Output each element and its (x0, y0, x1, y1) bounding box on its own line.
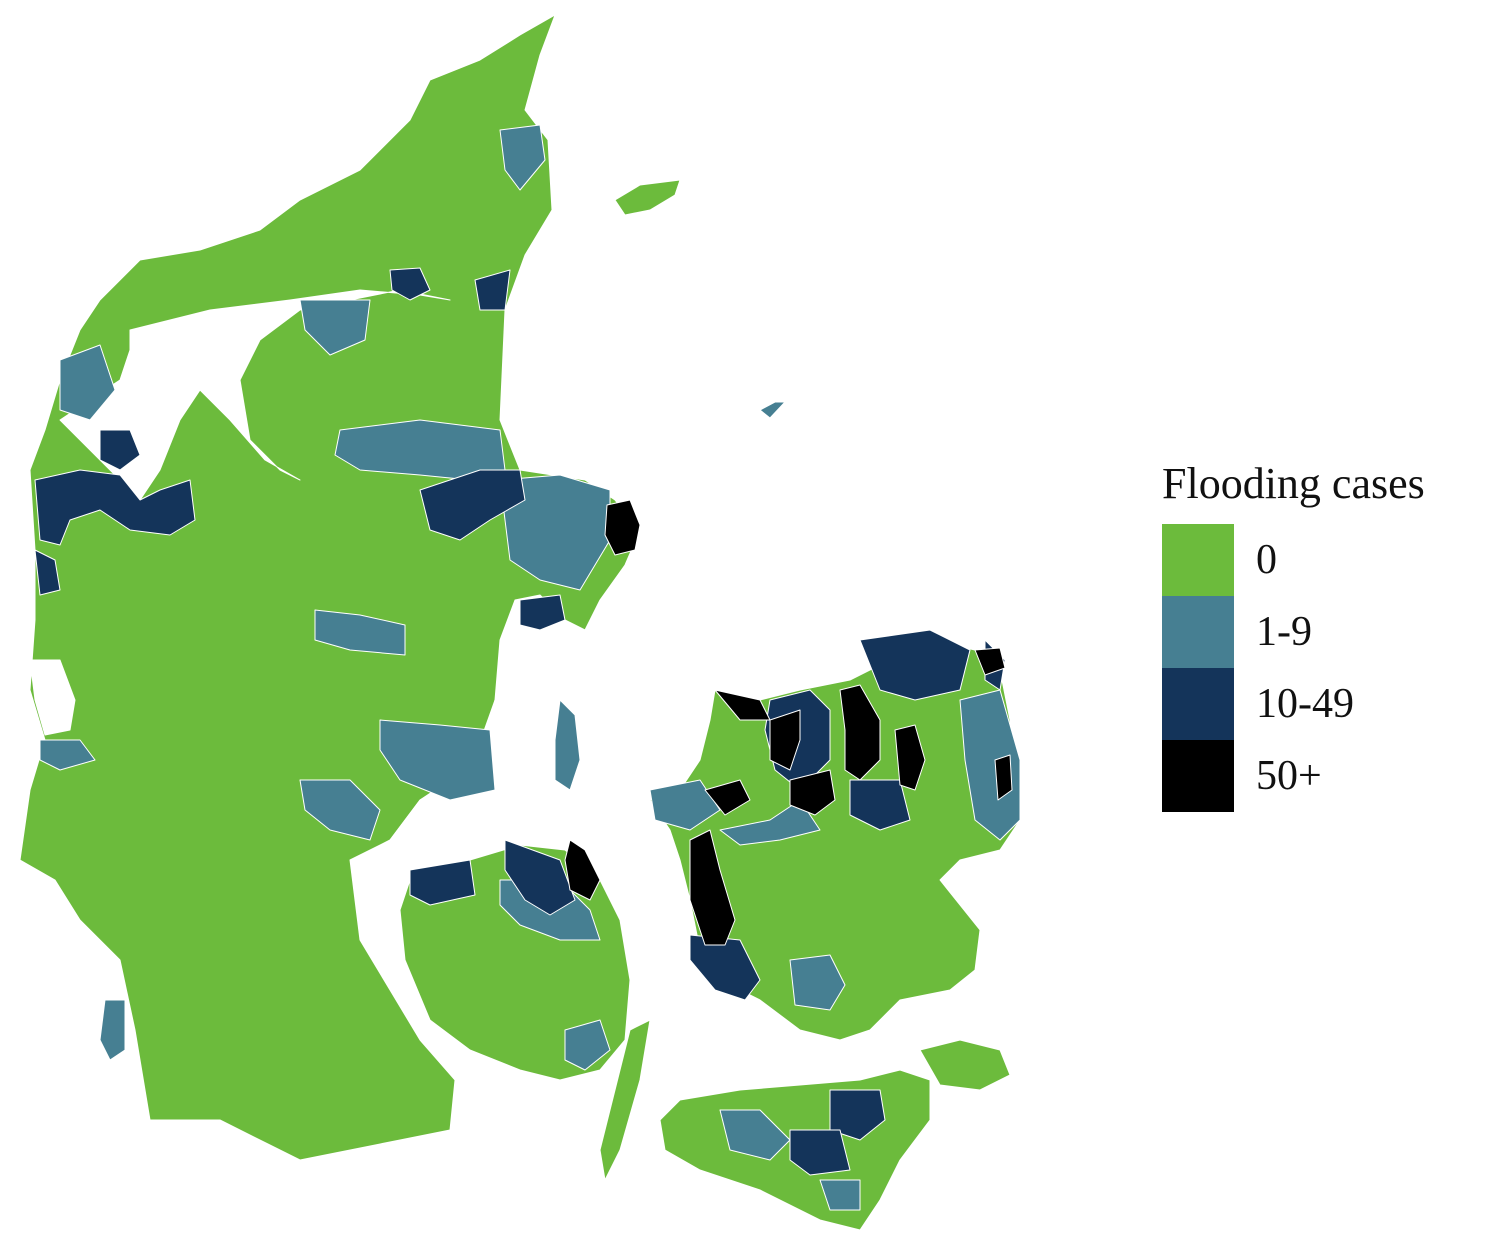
area-cluster-11 (719, 1109, 791, 1161)
legend-label-0: 0 (1256, 537, 1277, 583)
area-cluster-28 (859, 629, 971, 701)
area-cluster-36 (689, 829, 736, 946)
area-cluster-15 (499, 124, 546, 191)
area-cluster-39 (769, 709, 801, 771)
area-cluster-1 (59, 344, 116, 421)
region-langeland (599, 1019, 651, 1181)
area-cluster-30 (789, 1129, 851, 1176)
area-cluster-29 (829, 1089, 886, 1141)
water-ringkobing (29, 659, 76, 736)
area-cluster-24 (409, 859, 476, 906)
area-cluster-44 (994, 754, 1013, 801)
denmark-choropleth-map (19, 14, 1021, 1231)
area-cluster-23 (519, 594, 566, 631)
area-cluster-18 (34, 469, 196, 546)
region-mon (919, 1039, 1011, 1091)
area-cluster-6 (379, 719, 496, 801)
area-cluster-21 (474, 269, 511, 311)
legend-swatch-1 (1162, 596, 1234, 668)
legend-swatch-3 (1162, 740, 1234, 812)
area-cluster-20 (389, 267, 431, 301)
area-cluster-12 (819, 1179, 861, 1211)
area-cluster-42 (894, 724, 926, 791)
legend-item-3: 50+ (1162, 740, 1482, 812)
water-limfjord (59, 289, 451, 501)
area-cluster-16 (39, 739, 96, 771)
legend-item-2: 10-49 (1162, 668, 1482, 740)
region-samso (554, 699, 581, 791)
area-cluster-35 (564, 839, 601, 901)
legend-item-1: 1-9 (1162, 596, 1482, 668)
legend-label-2: 10-49 (1256, 681, 1354, 727)
area-cluster-9 (719, 799, 821, 846)
area-cluster-43 (974, 647, 1006, 676)
legend-item-0: 0 (1162, 524, 1482, 596)
region-anholt (759, 401, 786, 419)
area-cluster-25 (504, 839, 576, 916)
area-cluster-38 (704, 779, 751, 816)
area-cluster-13 (959, 689, 1021, 841)
legend-label-1: 1-9 (1256, 609, 1312, 655)
legend-label-3: 50+ (1256, 753, 1322, 799)
area-cluster-4 (499, 474, 611, 591)
area-cluster-32 (34, 549, 61, 596)
area-cluster-22 (419, 469, 526, 541)
area-cluster-17 (564, 1019, 611, 1071)
area-cluster-5 (314, 609, 406, 656)
legend-swatch-2 (1162, 668, 1234, 740)
area-cluster-7 (299, 779, 381, 841)
legend-swatch-0 (1162, 524, 1234, 596)
area-cluster-40 (789, 769, 836, 816)
area-cluster-14 (649, 779, 721, 831)
area-cluster-26 (689, 934, 761, 1001)
area-cluster-10 (789, 954, 846, 1011)
region-laeso (614, 179, 681, 216)
legend-title: Flooding cases (1162, 459, 1425, 508)
area-cluster-2 (299, 299, 371, 356)
legend: Flooding cases 0 1-9 10-49 50+ (1162, 462, 1482, 812)
area-cluster-34 (604, 499, 641, 556)
region-romo (99, 999, 126, 1061)
area-cluster-19 (99, 429, 141, 471)
area-cluster-41 (839, 684, 881, 781)
area-cluster-31 (849, 779, 911, 831)
